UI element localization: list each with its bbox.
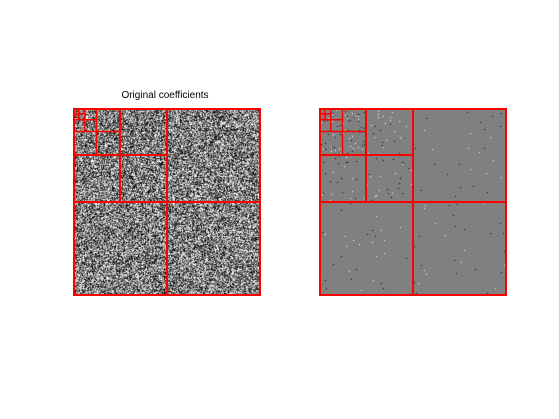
left-panel-original-coefficients [73, 108, 261, 296]
right-panel-thresholded-coefficients [319, 108, 507, 296]
right-wavelet-grid [319, 108, 507, 296]
left-wavelet-grid [73, 108, 261, 296]
left-panel-title: Original coefficients [121, 90, 209, 101]
